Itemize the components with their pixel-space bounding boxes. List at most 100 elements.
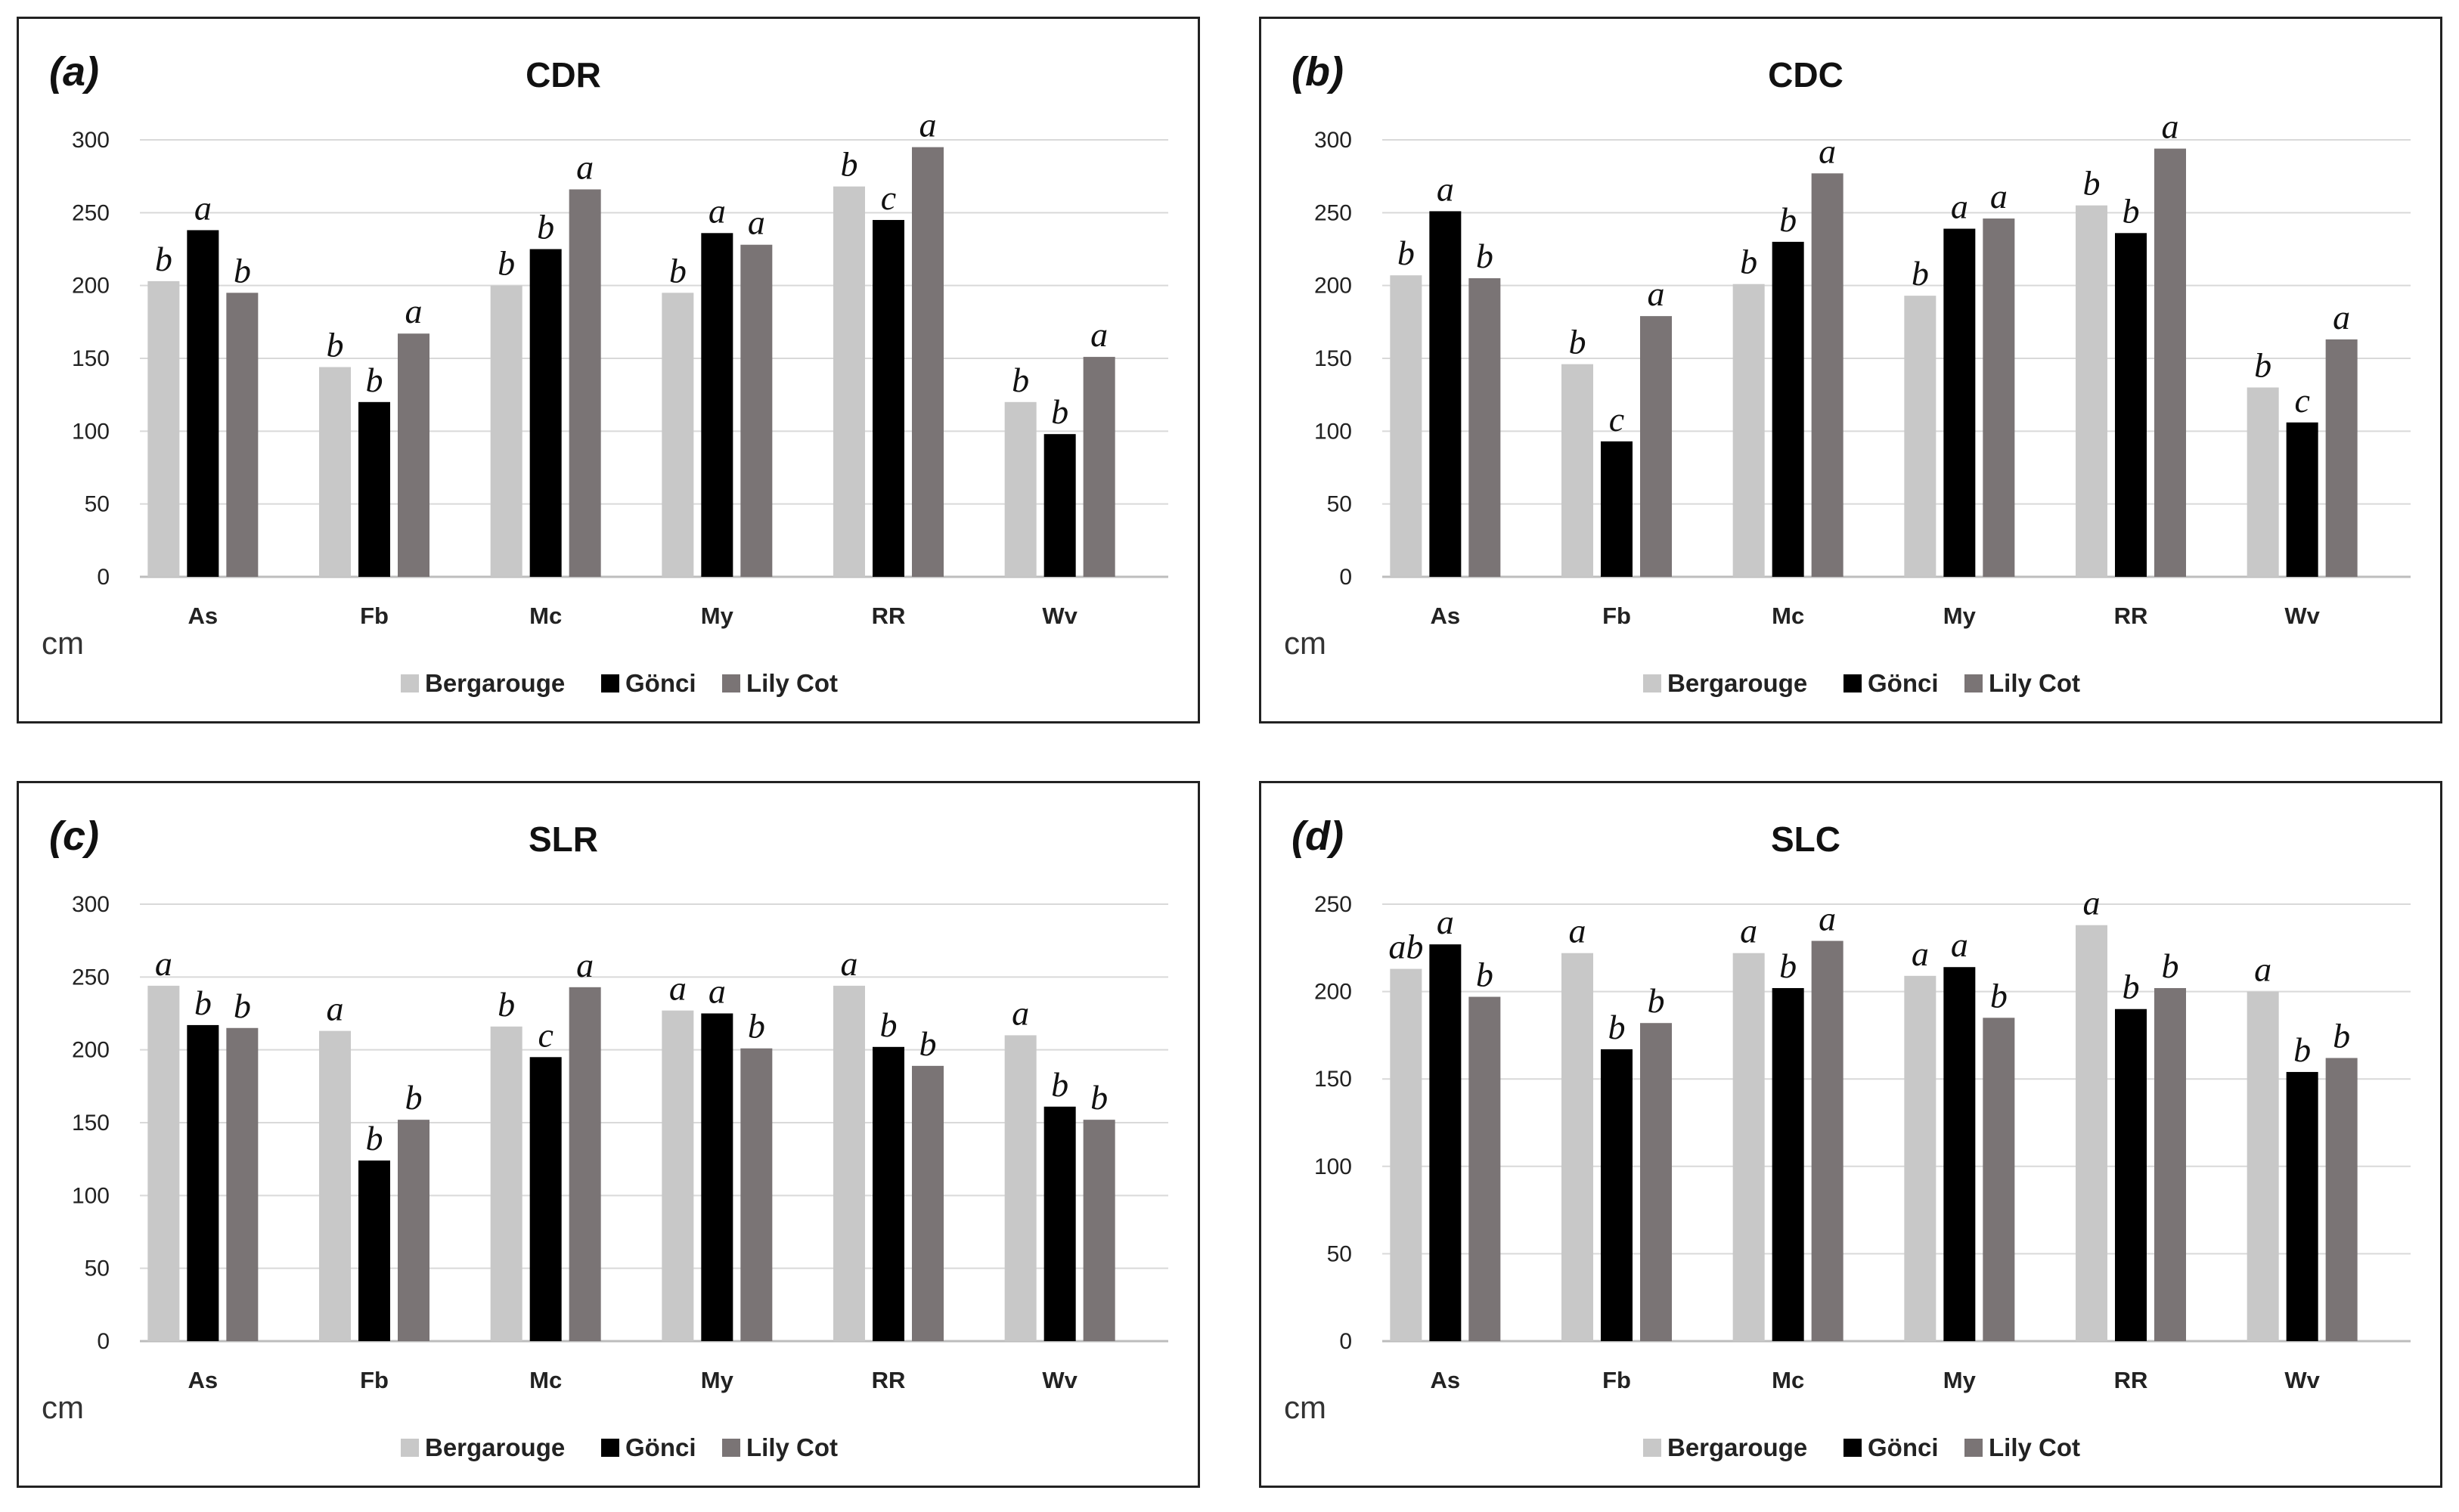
significance-letter: a xyxy=(2333,298,2350,336)
significance-letter: a xyxy=(669,969,687,1008)
significance-letter: a xyxy=(576,946,594,984)
bar xyxy=(833,985,865,1341)
legend-swatch xyxy=(401,674,419,692)
bar xyxy=(2286,422,2318,577)
y-tick-label: 0 xyxy=(1339,565,1352,590)
bar xyxy=(1429,944,1462,1341)
panel-label: (d) xyxy=(1292,813,1344,859)
x-category-label: Fb xyxy=(1602,603,1631,629)
legend-label: Gönci xyxy=(1868,669,1939,697)
x-category-label: Wv xyxy=(2284,603,2320,629)
x-category-label: As xyxy=(1431,1367,1461,1393)
legend-swatch xyxy=(1964,1439,1983,1457)
chart-title: SLR xyxy=(529,820,598,859)
y-tick-label: 150 xyxy=(1314,346,1352,371)
bar xyxy=(912,147,944,578)
y-tick-label: 0 xyxy=(97,1329,110,1354)
bar xyxy=(187,1024,219,1341)
bar xyxy=(1601,1049,1633,1341)
legend-swatch xyxy=(1843,674,1862,692)
significance-letter: b xyxy=(234,987,251,1025)
legend-swatch xyxy=(1964,674,1983,692)
significance-letter: c xyxy=(881,178,896,217)
bar xyxy=(1601,441,1633,577)
significance-letter: a xyxy=(1990,177,2008,215)
bar xyxy=(2154,148,2186,577)
y-tick-label: 250 xyxy=(1314,892,1352,917)
legend-swatch xyxy=(401,1439,419,1457)
significance-letter: a xyxy=(841,944,858,983)
significance-letter: b xyxy=(1740,243,1757,281)
significance-letter: a xyxy=(1569,912,1586,950)
legend-swatch xyxy=(722,1439,740,1457)
significance-letter: a xyxy=(1951,925,1968,964)
chart-panel-a: 0 50 100 150 200 250 300 (a) CDR cm b a b As b b a Fb b b a M… xyxy=(17,17,1200,723)
bar xyxy=(740,244,773,577)
x-category-label: RR xyxy=(872,1367,906,1393)
bar xyxy=(873,219,904,577)
legend-label: Lily Cot xyxy=(1989,1433,2080,1461)
bar xyxy=(226,293,259,577)
chart-title: CDC xyxy=(1768,55,1843,94)
significance-letter: a xyxy=(155,944,172,983)
y-tick-label: 100 xyxy=(72,1183,110,1208)
bar xyxy=(358,401,390,577)
significance-letter: b xyxy=(1476,237,1493,275)
significance-letter: a xyxy=(405,292,423,330)
significance-letter: b xyxy=(748,1007,765,1046)
significance-letter: c xyxy=(2294,381,2309,420)
significance-letter: b xyxy=(1476,956,1493,994)
bar xyxy=(1429,211,1462,577)
y-tick-label: 300 xyxy=(1314,128,1352,153)
significance-letter: b xyxy=(2254,346,2271,385)
bar xyxy=(187,230,219,577)
y-tick-label: 150 xyxy=(72,346,110,371)
bar xyxy=(1561,953,1593,1341)
bar xyxy=(1732,953,1765,1341)
x-category-label: As xyxy=(188,1367,219,1393)
significance-letter: b xyxy=(366,1119,383,1157)
bar xyxy=(2325,339,2358,577)
significance-letter: b xyxy=(1090,1078,1108,1117)
significance-letter: b xyxy=(2083,164,2101,203)
significance-letter: a xyxy=(709,191,726,230)
x-category-label: As xyxy=(1431,603,1461,629)
x-category-label: As xyxy=(188,603,219,629)
significance-letter: a xyxy=(1648,274,1665,313)
y-tick-label: 300 xyxy=(72,128,110,153)
x-category-label: Wv xyxy=(2284,1367,2320,1393)
y-tick-label: 200 xyxy=(72,274,110,299)
y-tick-label: 50 xyxy=(1327,492,1352,517)
panel-label: (c) xyxy=(49,813,99,859)
legend-label: Bergarouge xyxy=(1667,1433,1807,1461)
y-tick-label: 250 xyxy=(72,200,110,225)
bar xyxy=(1004,401,1037,577)
bar xyxy=(1468,278,1501,577)
legend-label: Bergarouge xyxy=(425,1433,565,1461)
legend-label: Gönci xyxy=(625,1433,696,1461)
x-category-label: Fb xyxy=(1602,1367,1631,1393)
significance-letter: b xyxy=(841,145,858,184)
bar xyxy=(398,333,429,577)
x-category-label: My xyxy=(701,603,734,629)
bar xyxy=(2076,205,2107,577)
bar xyxy=(529,249,562,577)
y-tick-label: 50 xyxy=(85,1256,110,1281)
legend-label: Bergarouge xyxy=(1667,669,1807,697)
bar xyxy=(569,189,601,578)
y-unit-label: cm xyxy=(1284,1390,1326,1425)
significance-letter: b xyxy=(366,361,383,399)
y-tick-label: 150 xyxy=(1314,1067,1352,1092)
x-category-label: My xyxy=(1943,603,1977,629)
bar xyxy=(1083,357,1115,577)
x-category-label: RR xyxy=(2114,603,2148,629)
bar xyxy=(1043,434,1076,577)
bar xyxy=(662,293,694,577)
y-tick-label: 0 xyxy=(1339,1329,1352,1354)
bar xyxy=(662,1010,694,1341)
legend-label: Lily Cot xyxy=(746,1433,838,1461)
significance-letter: a xyxy=(748,203,765,242)
bar xyxy=(1083,1120,1115,1341)
x-category-label: My xyxy=(1943,1367,1977,1393)
